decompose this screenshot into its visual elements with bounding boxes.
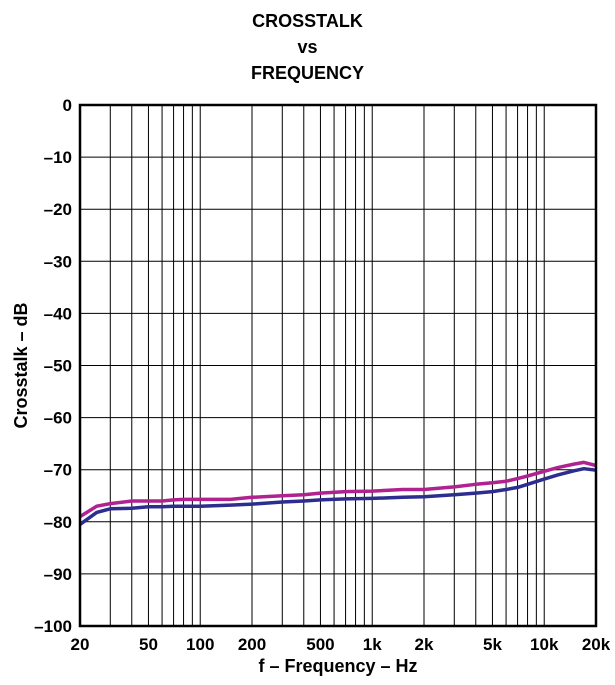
- chart-title-line-3: FREQUENCY: [250, 63, 364, 83]
- x-tick-label-1: 50: [139, 635, 158, 654]
- y-tick-label-3: –30: [44, 252, 72, 271]
- y-axis-label: Crosstalk – dB: [11, 302, 31, 428]
- x-tick-label-8: 10k: [530, 635, 559, 654]
- y-tick-label-10: –100: [34, 617, 72, 636]
- series-line-0: [79, 460, 597, 519]
- y-tick-label-9: –90: [44, 565, 72, 584]
- y-tick-label-5: –50: [44, 357, 72, 376]
- y-tick-label-6: –60: [44, 409, 72, 428]
- x-axis-label: f – Frequency – Hz: [258, 656, 417, 676]
- x-tick-label-3: 200: [238, 635, 266, 654]
- x-tick-label-9: 20k: [582, 635, 611, 654]
- chart-title-line-2: vs: [297, 37, 318, 57]
- x-tick-label-7: 5k: [483, 635, 502, 654]
- x-tick-label-0: 20: [71, 635, 90, 654]
- grid: [80, 105, 596, 626]
- x-tick-labels: 20 50 100 200 500 1k 2k 5k 10k 20k: [71, 635, 611, 654]
- y-tick-label-2: –20: [44, 200, 72, 219]
- chart-title-line-1: CROSSTALK: [252, 11, 363, 31]
- y-tick-label-0: 0: [63, 96, 72, 115]
- y-tick-label-8: –80: [44, 513, 72, 532]
- series-layer: [78, 460, 597, 526]
- y-tick-label-4: –40: [44, 304, 72, 323]
- series-line-1: [78, 466, 597, 526]
- x-tick-label-4: 500: [306, 635, 334, 654]
- y-tick-label-7: –70: [44, 461, 72, 480]
- x-tick-label-6: 2k: [415, 635, 434, 654]
- y-tick-label-1: –10: [44, 148, 72, 167]
- plot-frame: [78, 103, 598, 628]
- x-tick-label-2: 100: [186, 635, 214, 654]
- y-tick-labels: 0 –10 –20 –30 –40 –50 –60 –70 –80 –90 –100: [34, 96, 72, 636]
- x-tick-label-5: 1k: [363, 635, 382, 654]
